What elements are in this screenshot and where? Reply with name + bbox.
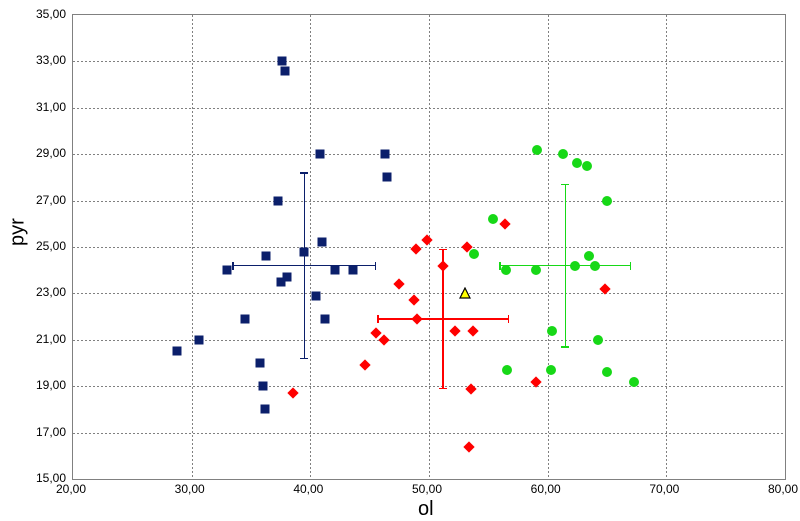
y-tick-label: 23,00 xyxy=(36,285,66,299)
data-point xyxy=(629,377,639,387)
data-point xyxy=(173,347,182,356)
error-bar-segment xyxy=(439,249,447,251)
v-gridline xyxy=(429,15,430,479)
data-point xyxy=(411,313,422,324)
data-point xyxy=(312,291,321,300)
x-tick-label: 40,00 xyxy=(293,482,323,496)
error-bar-segment xyxy=(561,184,569,186)
data-point xyxy=(464,441,475,452)
data-point xyxy=(590,261,600,271)
data-point xyxy=(315,150,324,159)
y-tick-label: 33,00 xyxy=(36,53,66,67)
error-bar-segment xyxy=(300,172,308,174)
data-point xyxy=(261,405,270,414)
data-point xyxy=(582,161,592,171)
y-tick-label: 25,00 xyxy=(36,239,66,253)
v-gridline xyxy=(192,15,193,479)
data-point xyxy=(449,325,460,336)
data-point xyxy=(320,314,329,323)
data-point xyxy=(488,214,498,224)
data-point xyxy=(501,265,511,275)
data-point xyxy=(593,335,603,345)
plot-area xyxy=(72,14,786,480)
y-tick-label: 31,00 xyxy=(36,100,66,114)
v-gridline xyxy=(666,15,667,479)
x-tick-label: 60,00 xyxy=(531,482,561,496)
data-point xyxy=(602,196,612,206)
y-tick-label: 27,00 xyxy=(36,193,66,207)
data-point xyxy=(300,247,309,256)
data-point xyxy=(381,150,390,159)
data-point xyxy=(282,273,291,282)
data-point xyxy=(256,359,265,368)
x-tick-label: 20,00 xyxy=(56,482,86,496)
error-bar-segment xyxy=(232,262,234,270)
error-bar-segment xyxy=(630,262,632,270)
data-point xyxy=(421,234,432,245)
data-point xyxy=(223,266,232,275)
error-bar-segment xyxy=(508,315,510,323)
scatter-chart: pyr ol 15,0017,0019,0021,0023,0025,0027,… xyxy=(0,0,800,520)
v-gridline xyxy=(310,15,311,479)
data-point xyxy=(459,287,471,299)
data-point xyxy=(531,265,541,275)
x-tick-label: 30,00 xyxy=(175,482,205,496)
data-point xyxy=(572,158,582,168)
y-tick-label: 35,00 xyxy=(36,7,66,21)
y-axis-title: pyr xyxy=(7,218,30,246)
data-point xyxy=(532,145,542,155)
data-point xyxy=(438,260,449,271)
data-point xyxy=(602,367,612,377)
data-point xyxy=(502,365,512,375)
y-tick-label: 19,00 xyxy=(36,378,66,392)
y-tick-label: 17,00 xyxy=(36,425,66,439)
data-point xyxy=(359,360,370,371)
error-bar-segment xyxy=(375,262,377,270)
data-point xyxy=(546,365,556,375)
data-point xyxy=(394,278,405,289)
v-gridline xyxy=(548,15,549,479)
data-point xyxy=(410,244,421,255)
data-point xyxy=(469,249,479,259)
data-point xyxy=(467,325,478,336)
y-tick-label: 29,00 xyxy=(36,146,66,160)
data-point xyxy=(274,196,283,205)
data-point xyxy=(281,66,290,75)
x-tick-label: 50,00 xyxy=(412,482,442,496)
error-bar-segment xyxy=(300,358,308,360)
data-point xyxy=(262,252,271,261)
data-point xyxy=(547,326,557,336)
data-point xyxy=(383,173,392,182)
data-point xyxy=(570,261,580,271)
error-bar-segment xyxy=(377,315,379,323)
data-point xyxy=(318,238,327,247)
error-bar-segment xyxy=(439,388,447,390)
error-bar-segment xyxy=(304,173,306,359)
data-point xyxy=(378,334,389,345)
data-point xyxy=(258,382,267,391)
x-tick-label: 70,00 xyxy=(649,482,679,496)
error-bar-segment xyxy=(561,346,569,348)
data-point xyxy=(287,387,298,398)
x-tick-label: 80,00 xyxy=(768,482,798,496)
y-tick-label: 21,00 xyxy=(36,332,66,346)
data-point xyxy=(408,295,419,306)
data-point xyxy=(558,149,568,159)
data-point xyxy=(465,383,476,394)
data-point xyxy=(277,57,286,66)
error-bar-segment xyxy=(565,184,567,346)
data-point xyxy=(331,266,340,275)
data-point xyxy=(370,327,381,338)
data-point xyxy=(349,266,358,275)
data-point xyxy=(241,314,250,323)
data-point xyxy=(194,335,203,344)
data-point xyxy=(499,218,510,229)
x-axis-title: ol xyxy=(418,498,434,521)
